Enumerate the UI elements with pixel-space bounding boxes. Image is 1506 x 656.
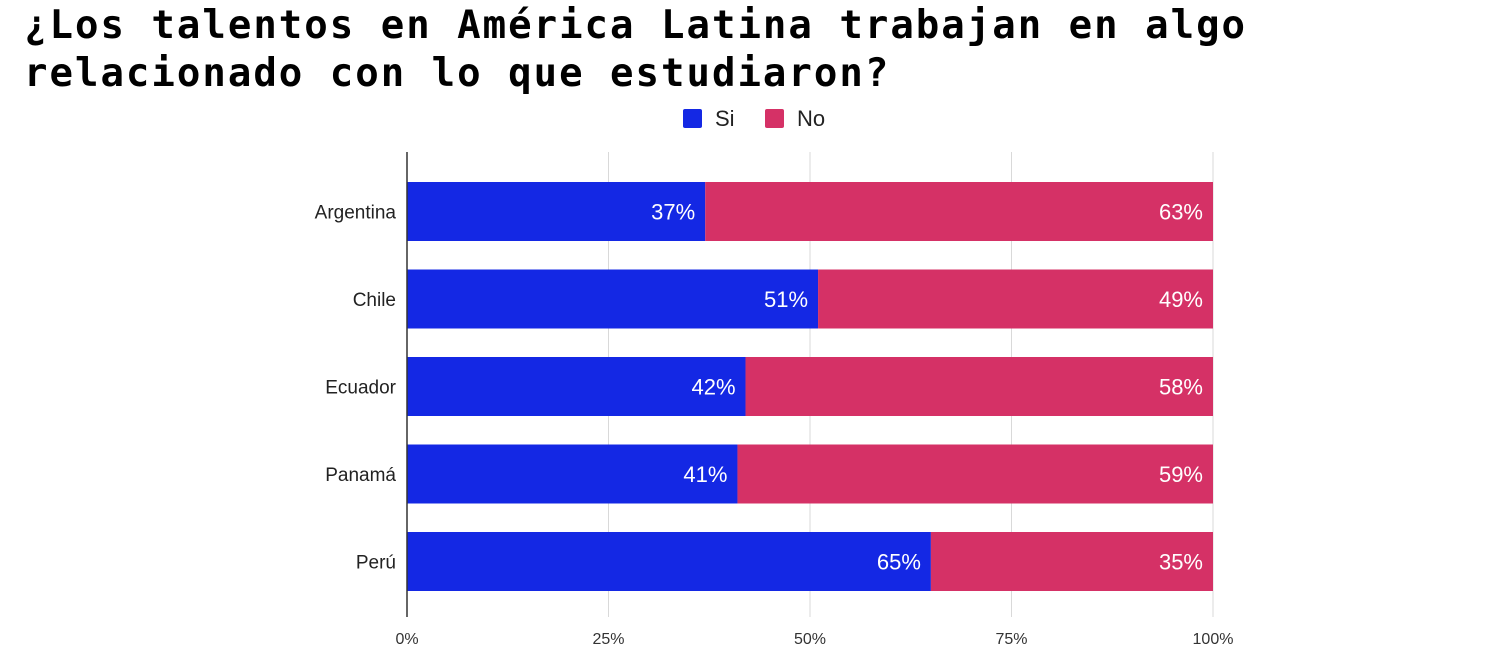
data-label-no: 49% <box>1159 287 1203 312</box>
category-label: Ecuador <box>325 378 396 399</box>
bar-si <box>407 269 819 329</box>
legend-swatch-si <box>683 109 702 128</box>
x-tick-label: 100% <box>1193 631 1234 648</box>
data-label-no: 35% <box>1159 550 1203 575</box>
legend: Si No <box>683 106 825 131</box>
bar-si <box>407 182 706 241</box>
data-label-si: 42% <box>691 375 735 400</box>
bar-marks <box>407 182 1213 591</box>
category-label: Chile <box>353 290 396 311</box>
bar-no <box>818 269 1213 329</box>
data-labels: 37% 63% 51% 49% 42% 58% 41% 59% 65% 35% <box>651 200 1203 575</box>
x-tick-label: 0% <box>395 631 418 648</box>
data-label-si: 51% <box>764 287 808 312</box>
bar-si <box>407 532 931 591</box>
data-label-si: 65% <box>877 550 921 575</box>
x-tick-label: 50% <box>794 631 826 648</box>
bar-si <box>407 444 738 504</box>
category-label: Perú <box>356 553 396 574</box>
data-label-no: 63% <box>1159 200 1203 225</box>
category-label: Argentina <box>315 203 397 224</box>
legend-label-si: Si <box>715 106 735 131</box>
data-label-si: 41% <box>683 462 727 487</box>
x-tick-labels: 0% 25% 50% 75% 100% <box>395 631 1233 648</box>
data-label-si: 37% <box>651 200 695 225</box>
chart-title: ¿Los talentos en América Latina trabajan… <box>24 3 1248 96</box>
legend-label-no: No <box>797 106 825 131</box>
x-tick-label: 25% <box>592 631 624 648</box>
bar-si <box>407 357 746 416</box>
bar-no <box>930 532 1213 591</box>
data-label-no: 58% <box>1159 375 1203 400</box>
bar-no <box>737 444 1213 504</box>
data-label-no: 59% <box>1159 462 1203 487</box>
category-labels: Argentina Chile Ecuador Panamá Perú <box>315 203 397 574</box>
x-tick-label: 75% <box>995 631 1027 648</box>
legend-swatch-no <box>765 109 784 128</box>
bar-no <box>745 357 1213 416</box>
bar-no <box>705 182 1213 241</box>
category-label: Panamá <box>325 465 396 486</box>
